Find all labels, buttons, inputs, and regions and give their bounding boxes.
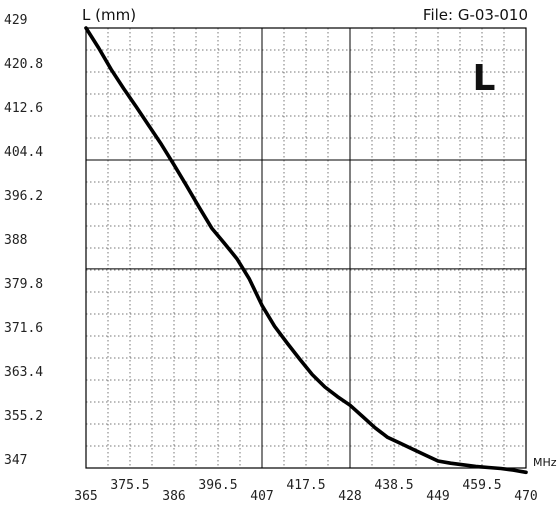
y-tick-label: 363.4 [4,365,43,380]
y-tick-label: 412.6 [4,101,43,116]
grid-major [86,28,526,468]
x-tick-label: 386 [162,489,185,504]
y-tick-label: 396.2 [4,189,43,204]
plot-frame [85,27,527,469]
x-tick-label: 449 [426,489,449,504]
y-tick-label: 420.8 [4,57,43,72]
y-tick-label: 379.8 [4,277,43,292]
chart-letter: L [473,58,496,99]
x-tick-label: 428 [338,489,361,504]
x-tick-label: 470 [514,489,537,504]
x-axis-unit: MHz [533,456,557,469]
y-axis-title: L (mm) [82,6,136,24]
y-tick-label: 388 [4,233,27,248]
x-tick-labels: 365 386 407 428 449 470 375.5 396.5 417.5 438.5 45… [74,478,537,504]
y-tick-label: 355.2 [4,409,43,424]
file-label: File: G-03-010 [423,6,528,24]
y-tick-label: 429 [4,13,27,28]
grid-minor [86,28,526,468]
x-tick-label: 396.5 [198,478,237,493]
x-tick-label: 438.5 [374,478,413,493]
y-tick-label: 347 [4,453,27,468]
series-line [84,26,528,475]
x-tick-label: 417.5 [286,478,325,493]
x-tick-label: 407 [250,489,273,504]
y-tick-label: 371.6 [4,321,43,336]
x-tick-label: 365 [74,489,97,504]
x-tick-label: 459.5 [462,478,501,493]
x-tick-label: 375.5 [110,478,149,493]
y-tick-labels: 429 420.8 412.6 404.4 396.2 388 379.8 371.6 363.… [4,13,43,468]
y-tick-label: 404.4 [4,145,43,160]
